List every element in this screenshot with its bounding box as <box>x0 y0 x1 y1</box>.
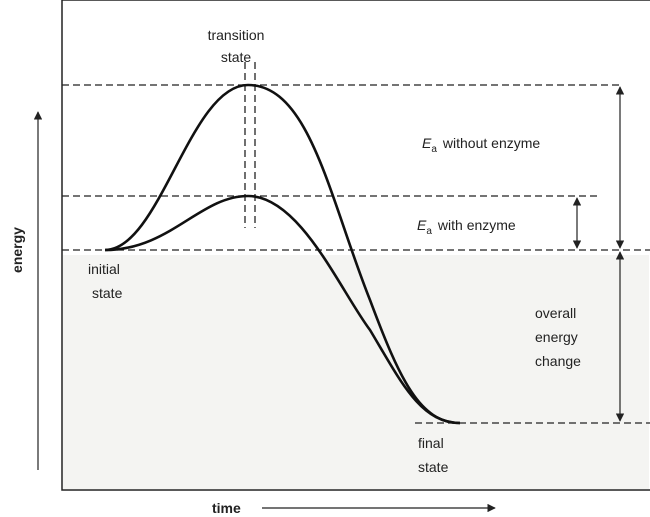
shaded-region <box>63 255 649 489</box>
y-axis-label: energy <box>9 227 25 273</box>
label: Ea with enzyme <box>417 217 516 237</box>
symbol: E <box>422 135 432 151</box>
text: without enzyme <box>442 135 540 151</box>
label: state <box>221 49 252 65</box>
subscript: a <box>426 226 432 237</box>
text: with enzyme <box>437 217 516 233</box>
label: final <box>418 435 444 451</box>
label: initial <box>88 261 120 277</box>
x-axis-label: time <box>212 500 241 516</box>
label: Ea without enzyme <box>422 135 540 155</box>
label: energy <box>535 329 578 345</box>
curve-with-enzyme <box>104 194 461 425</box>
curve-without-enzyme <box>104 83 461 425</box>
label: change <box>535 353 581 369</box>
label: state <box>418 459 449 475</box>
label: state <box>92 285 123 301</box>
subscript: a <box>431 144 437 155</box>
label: transition <box>208 27 265 43</box>
label: overall <box>535 305 576 321</box>
symbol: E <box>417 217 427 233</box>
frame <box>61 0 650 491</box>
